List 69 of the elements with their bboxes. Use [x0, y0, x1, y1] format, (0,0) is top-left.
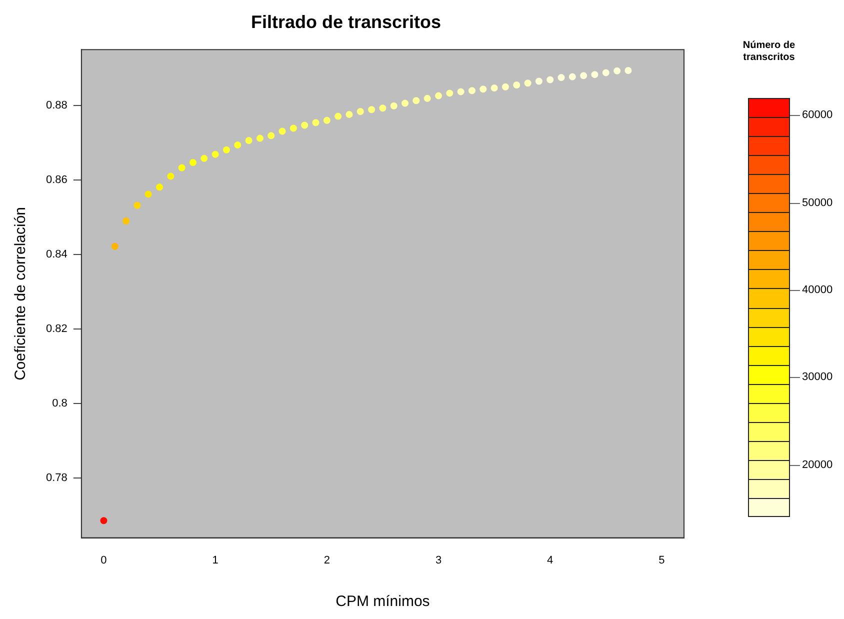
- point: [535, 78, 542, 85]
- point: [513, 82, 520, 89]
- point: [156, 184, 164, 191]
- point: [234, 142, 242, 149]
- y-tick-label: 0.84: [46, 248, 68, 261]
- point: [323, 116, 330, 124]
- point: [591, 71, 598, 78]
- y-tick-label: 0.78: [46, 472, 68, 484]
- color-bar-label: 30000: [802, 370, 833, 384]
- color-bar-label: 60000: [802, 108, 833, 122]
- color-bar-label: 40000: [802, 283, 833, 298]
- x-tick-label: 5: [658, 554, 665, 566]
- point: [424, 94, 431, 102]
- point: [435, 92, 442, 100]
- point: [524, 80, 532, 87]
- point: [144, 190, 152, 198]
- x-axis-title: CPM mínimos: [336, 593, 430, 610]
- point: [134, 202, 141, 209]
- x-tick-label: 1: [212, 554, 218, 566]
- point: [167, 172, 174, 180]
- point: [624, 66, 632, 74]
- point: [301, 122, 308, 129]
- y-tick-label: 0.8: [52, 398, 68, 410]
- x-tick-label: 2: [324, 554, 330, 566]
- color-bar-title: Número de transcritos: [742, 40, 796, 64]
- point: [278, 128, 286, 135]
- point: [390, 102, 398, 110]
- point: [546, 76, 554, 84]
- point: [268, 132, 275, 140]
- point: [490, 84, 498, 92]
- point: [502, 83, 509, 90]
- point: [111, 242, 118, 250]
- point: [368, 106, 376, 114]
- point: [122, 218, 130, 225]
- point: [412, 97, 420, 104]
- point: [356, 108, 364, 115]
- point: [580, 72, 588, 80]
- point: [334, 112, 342, 120]
- point: [212, 150, 219, 158]
- point: [190, 159, 196, 166]
- y-tick-label: 0.86: [46, 174, 68, 186]
- point: [614, 67, 621, 74]
- point: [480, 86, 487, 93]
- point: [290, 124, 297, 132]
- x-tick-label: 0: [100, 554, 107, 566]
- chart-title: Filtrado de transcritos: [250, 12, 442, 32]
- y-tick-label: 0.88: [46, 100, 68, 112]
- x-tick-label: 4: [547, 554, 554, 566]
- point: [245, 137, 252, 144]
- point: [468, 87, 476, 94]
- point: [379, 104, 386, 112]
- point: [602, 69, 610, 76]
- point: [200, 154, 208, 162]
- point: [256, 134, 264, 142]
- point: [446, 90, 454, 97]
- point: [402, 100, 409, 107]
- color-bar-label: 50000: [802, 196, 833, 210]
- y-axis-title: Coeficiente de correlación: [12, 206, 30, 380]
- point: [312, 119, 320, 126]
- point: [346, 110, 353, 118]
- y-tick-label: 0.82: [46, 323, 68, 336]
- x-tick-label: 3: [435, 554, 442, 566]
- point: [457, 88, 464, 96]
- point: [100, 517, 108, 524]
- color-bar-label: 20000: [802, 458, 833, 472]
- point: [558, 74, 565, 82]
- point: [222, 146, 230, 154]
- point: [568, 73, 576, 80]
- point: [178, 164, 186, 172]
